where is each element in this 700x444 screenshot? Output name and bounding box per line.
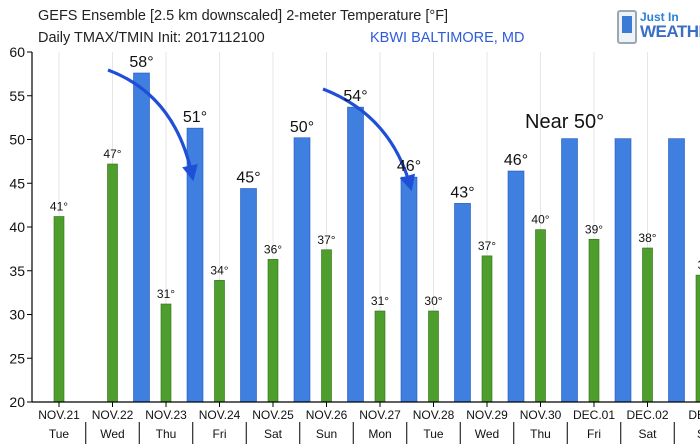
- tmin-bar: [374, 310, 386, 403]
- phone-icon: [617, 10, 637, 44]
- tmin-bar: [695, 274, 700, 403]
- tmax-bar: [293, 137, 311, 403]
- tmin-bar: [321, 249, 332, 403]
- x-tick-label: NOV.29: [466, 408, 508, 422]
- tmin-bar: [214, 280, 225, 403]
- day-label: Mon: [368, 427, 391, 441]
- logo-text-top: Just In: [640, 10, 679, 24]
- chart-subtitle: Daily TMAX/TMIN Init: 2017112100: [38, 30, 265, 46]
- tmin-bar: [107, 163, 118, 403]
- tmin-bar: [535, 229, 546, 403]
- tmin-bar: [53, 216, 65, 403]
- y-tick-label: 40: [9, 219, 25, 235]
- y-tick-label: 60: [9, 44, 25, 60]
- tmin-bar: [267, 259, 279, 403]
- y-tick-label: 55: [9, 88, 25, 104]
- tmin-bar: [642, 247, 653, 403]
- tmax-bar: [133, 72, 150, 403]
- tmin-label: 47°: [103, 147, 121, 161]
- day-label: Wed: [475, 427, 499, 441]
- tmin-label: 41°: [50, 200, 68, 214]
- chart-title: GEFS Ensemble [2.5 km downscaled] 2-mete…: [38, 8, 449, 24]
- tmax-bar: [614, 138, 632, 403]
- tmin-bar: [481, 255, 493, 403]
- day-label: Fri: [587, 427, 601, 441]
- annotation-near-50: Near 50°: [525, 111, 604, 133]
- day-label: S: [697, 427, 700, 441]
- tmax-bar: [454, 203, 471, 403]
- tmin-label: 30°: [424, 294, 442, 308]
- tmin-label: 37°: [478, 239, 496, 253]
- day-label: Wed: [100, 427, 124, 441]
- day-label: Sun: [316, 427, 337, 441]
- day-label: Sat: [638, 427, 657, 441]
- tmax-label: 51°: [183, 109, 207, 126]
- tmin-label: 3: [698, 258, 700, 272]
- tmin-label: 36°: [264, 242, 282, 256]
- y-tick-label: 30: [9, 307, 25, 323]
- y-tick-label: 25: [9, 350, 25, 366]
- tmin-bar: [588, 238, 600, 403]
- just-in-weather-logo: Just In WEATHER: [617, 6, 700, 46]
- tmax-bar: [240, 188, 257, 403]
- x-tick-label: NOV.27: [359, 408, 401, 422]
- tmin-bar: [428, 310, 439, 403]
- tmax-bar: [507, 170, 525, 403]
- tmin-label: 39°: [585, 222, 603, 236]
- tmin-label: 38°: [638, 231, 656, 245]
- tmax-label: 50°: [290, 119, 314, 136]
- trend-arrow-2: [322, 87, 416, 192]
- trend-arrows: [107, 68, 416, 192]
- tmin-label: 34°: [210, 263, 228, 277]
- tmin-label: 31°: [371, 294, 389, 308]
- day-label: Tue: [49, 427, 70, 441]
- tmax-label: 45°: [236, 170, 260, 187]
- tmax-label: 46°: [504, 152, 528, 169]
- x-tick-label: DEC.01: [573, 408, 615, 422]
- day-label: Thu: [156, 427, 177, 441]
- day-label: Thu: [530, 427, 551, 441]
- day-label: Fri: [213, 427, 227, 441]
- x-tick-label: NOV.21: [38, 408, 80, 422]
- value-labels: 41° 47° 58° 31° 51° 34° 45° 36° 50° 37° 54° 31° 46° 3…: [50, 54, 700, 308]
- y-tick-label: 50: [9, 132, 25, 148]
- x-tick-label: NOV.26: [306, 408, 348, 422]
- x-tick-label: NOV.22: [92, 408, 134, 422]
- tmax-bar: [347, 106, 364, 403]
- y-tick-label: 20: [9, 394, 25, 410]
- tmax-label: 58°: [129, 54, 153, 71]
- trend-arrow-1: [107, 68, 198, 182]
- tmin-label: 37°: [317, 233, 335, 247]
- tmax-bar: [668, 138, 685, 403]
- tmin-bar: [160, 303, 172, 403]
- day-label: Tue: [423, 427, 444, 441]
- tmax-bar: [400, 176, 418, 403]
- tmax-label: 43°: [450, 184, 474, 201]
- tmax-label: 46°: [397, 158, 421, 175]
- x-tick-label: DEC.02: [626, 408, 668, 422]
- x-tick-label: NOV.24: [199, 408, 241, 422]
- bars: [53, 72, 700, 403]
- logo-text-bottom: WEATHER: [640, 22, 700, 41]
- tmin-label: 31°: [157, 287, 175, 301]
- axes: 20 25 30 35 40 45 50 55 60 NOV.21 Tue NOV.22 Wed NOV.…: [9, 44, 700, 444]
- x-tick-label: DEC: [688, 408, 700, 422]
- x-tick-label: NOV.30: [520, 408, 562, 422]
- tmax-bar: [561, 138, 578, 403]
- y-tick-label: 45: [9, 175, 25, 191]
- station-label: KBWI BALTIMORE, MD: [370, 30, 525, 46]
- y-tick-label: 35: [9, 263, 25, 279]
- x-tick-label: NOV.23: [145, 408, 187, 422]
- tmin-label: 40°: [531, 213, 549, 227]
- day-label: Sat: [264, 427, 283, 441]
- tmax-label: 54°: [343, 88, 367, 105]
- x-tick-label: NOV.25: [252, 408, 294, 422]
- x-tick-label: NOV.28: [413, 408, 455, 422]
